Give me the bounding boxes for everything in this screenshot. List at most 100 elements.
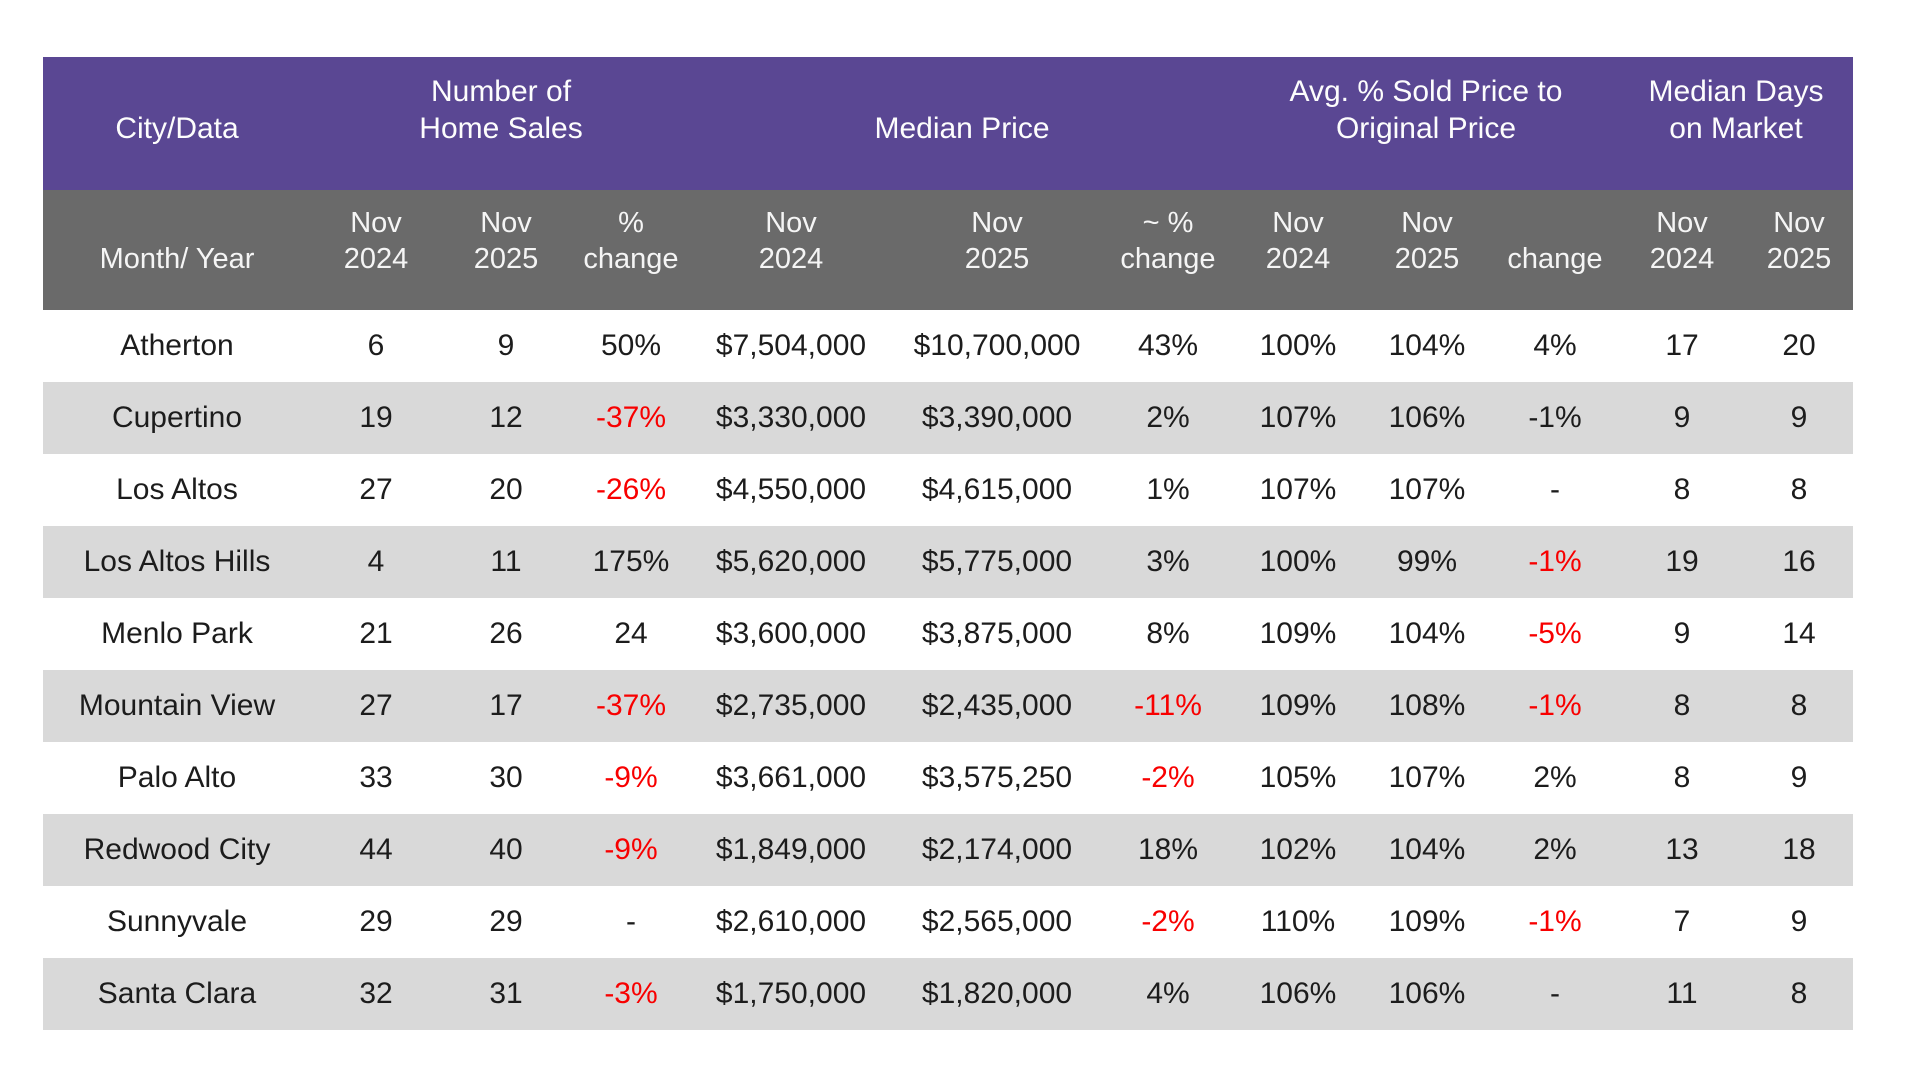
value-cell: 2% (1533, 833, 1577, 866)
value-cell: 106% (1388, 977, 1466, 1010)
value-cell: $7,504,000 (715, 329, 867, 362)
subheader-col-3: % change (571, 190, 691, 310)
header-text-line (173, 205, 181, 241)
table-group-header-row: City/Data Number of Home Sales Median Pric… (43, 57, 1853, 190)
value-cell: 3% (1146, 545, 1190, 578)
subheader-col-4: Nov 2024 (691, 190, 891, 310)
value-cell: 100% (1259, 545, 1337, 578)
value-cell: 8 (1673, 689, 1691, 722)
city-cell: Los Altos Hills (83, 545, 271, 578)
value-cell: 9 (1790, 761, 1808, 794)
city-cell: Atherton (120, 329, 234, 362)
header-text-line: change (583, 243, 679, 275)
value-cell: 8% (1146, 617, 1190, 650)
header-text-line: % (618, 207, 644, 239)
value-cell: 11 (1666, 977, 1698, 1010)
value-cell: 2% (1533, 761, 1577, 794)
value-cell: 19 (359, 401, 393, 434)
table-sub-header-row: Month/ Year Nov 2024 Nov 2025% change Nov 2024 N… (43, 190, 1853, 310)
value-cell: 109% (1259, 617, 1337, 650)
header-text-line: 2025 (473, 243, 539, 275)
table-row: Los Altos 27 20 -26% $4,550,000 $4,615,000 1% 1… (43, 454, 1853, 526)
value-cell: $3,330,000 (715, 401, 867, 434)
value-cell: 21 (359, 617, 393, 650)
value-cell: 17 (1665, 329, 1699, 362)
header-text-line: 2025 (1394, 243, 1460, 275)
value-cell: 107% (1259, 401, 1337, 434)
value-cell: 4% (1533, 329, 1577, 362)
table-row: Mountain View 27 17 -37% $2,735,000 $2,435,00… (43, 670, 1853, 742)
value-cell: 99% (1396, 545, 1458, 578)
value-cell: 104% (1388, 329, 1466, 362)
value-cell: 100% (1259, 329, 1337, 362)
header-text-line: Nov (765, 207, 817, 239)
city-cell: Cupertino (111, 401, 243, 434)
value-cell: 4% (1146, 977, 1190, 1010)
value-cell: 32 (359, 977, 393, 1010)
header-text-line: 2024 (1649, 243, 1715, 275)
value-cell: -2% (1141, 905, 1195, 938)
value-cell: 8 (1790, 473, 1808, 506)
value-cell: $4,615,000 (921, 473, 1073, 506)
table-row: Santa Clara 32 31 -3% $1,750,000 $1,820,000 4%… (43, 958, 1853, 1030)
header-text-line: City/Data (115, 112, 239, 145)
value-cell: 44 (359, 833, 393, 866)
value-cell: 20 (489, 473, 523, 506)
header-text-line: Nov (1401, 207, 1453, 239)
value-cell: $2,610,000 (715, 905, 867, 938)
value-cell: 105% (1259, 761, 1337, 794)
header-text-line: on Market (1669, 112, 1803, 145)
value-cell: 102% (1259, 833, 1337, 866)
header-text-line: 2024 (1265, 243, 1331, 275)
subheader-col-5: Nov 2025 (891, 190, 1103, 310)
value-cell: 33 (359, 761, 393, 794)
value-cell: 9 (1790, 401, 1808, 434)
value-cell: 110% (1260, 905, 1336, 938)
header-text-line: change (1120, 243, 1216, 275)
value-cell: 11 (490, 545, 522, 578)
header-text-line (958, 73, 966, 110)
header-text-line: Median Price (874, 112, 1050, 145)
value-cell: 27 (359, 473, 393, 506)
value-cell: $1,750,000 (715, 977, 867, 1010)
value-cell: 2% (1146, 401, 1190, 434)
value-cell: $5,620,000 (715, 545, 867, 578)
table-row: Los Altos Hills 4 11 175% $5,620,000 $5,775,0… (43, 526, 1853, 598)
value-cell: 107% (1388, 473, 1466, 506)
value-cell: 108% (1388, 689, 1466, 722)
value-cell: -1% (1528, 401, 1582, 434)
value-cell: 9 (497, 329, 515, 362)
value-cell: -26% (595, 473, 667, 506)
group-header-median-price: Median Price (691, 57, 1233, 190)
value-cell: 50% (600, 329, 662, 362)
value-cell: 29 (489, 905, 523, 938)
table-row: Sunnyvale 29 29 - $2,610,000 $2,565,000 -2% 110… (43, 886, 1853, 958)
subheader-col-11: Nov 2025 (1745, 190, 1853, 310)
header-text-line: Nov (480, 207, 532, 239)
header-text-line: Nov (1272, 207, 1324, 239)
header-text-line: Nov (1773, 207, 1825, 239)
value-cell: 26 (489, 617, 523, 650)
value-cell: - (1550, 473, 1560, 506)
value-cell: $3,875,000 (921, 617, 1073, 650)
value-cell: 30 (489, 761, 523, 794)
value-cell: 175% (592, 545, 670, 578)
value-cell: 9 (1790, 905, 1808, 938)
value-cell: $10,700,000 (913, 329, 1081, 362)
subheader-col-0: Month/ Year (43, 190, 311, 310)
subheader-col-7: Nov 2024 (1233, 190, 1363, 310)
value-cell: 14 (1782, 617, 1816, 650)
subheader-col-1: Nov 2024 (311, 190, 441, 310)
header-text-line (1551, 205, 1559, 241)
value-cell: $3,575,250 (921, 761, 1073, 794)
value-cell: -1% (1528, 545, 1582, 578)
value-cell: $3,661,000 (715, 761, 867, 794)
city-cell: Menlo Park (101, 617, 253, 650)
group-header-number-of-home-sales: Number of Home Sales (311, 57, 691, 190)
value-cell: $3,390,000 (921, 401, 1073, 434)
value-cell: $2,174,000 (921, 833, 1073, 866)
value-cell: 109% (1259, 689, 1337, 722)
city-cell: Santa Clara (97, 977, 257, 1010)
value-cell: 29 (359, 905, 393, 938)
